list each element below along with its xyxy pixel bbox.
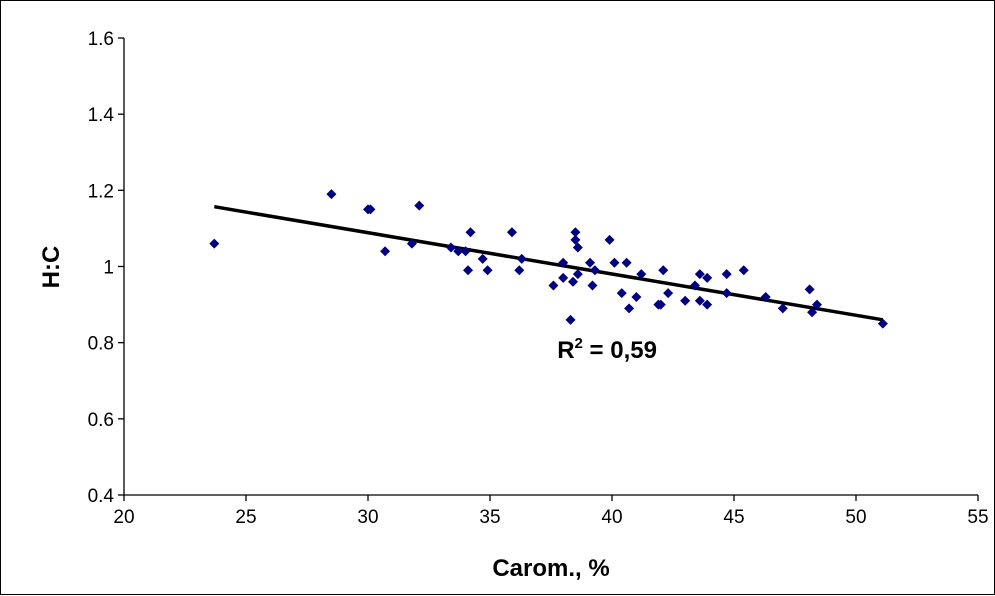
data-point (506, 227, 517, 238)
r-squared-exponent: 2 (575, 335, 583, 352)
y-tick-label: 1.2 (88, 181, 114, 202)
data-point (570, 227, 581, 238)
data-point (365, 204, 376, 215)
x-tick-label: 55 (967, 507, 988, 528)
data-point (558, 257, 569, 268)
data-point (477, 253, 488, 264)
y-tick-label: 0.4 (88, 486, 115, 507)
x-tick-label: 30 (357, 507, 378, 528)
data-point (587, 280, 598, 291)
x-tick-label: 40 (601, 507, 622, 528)
data-point (414, 200, 425, 211)
y-tick-label: 0.8 (88, 334, 114, 355)
trendline (213, 204, 884, 322)
data-point (558, 272, 569, 283)
data-point (548, 280, 559, 291)
data-point (604, 234, 615, 245)
data-point (804, 284, 815, 295)
data-point (572, 269, 583, 280)
data-point (877, 318, 888, 329)
data-point (658, 265, 669, 276)
data-point (689, 280, 700, 291)
data-point (760, 291, 771, 302)
data-point (482, 265, 493, 276)
r-squared-annotation: R2 = 0,59 (557, 335, 657, 364)
data-point (624, 303, 635, 314)
data-point (565, 314, 576, 325)
x-tick-label: 45 (723, 507, 744, 528)
x-tick-label: 25 (235, 507, 256, 528)
data-point (694, 295, 705, 306)
y-ticks: 0.4 0.6 0.8 1 1.2 1.4 1.6 (88, 29, 124, 507)
trendline-group (213, 204, 884, 322)
r-squared-letter: R (557, 337, 574, 364)
y-tick-label: 0.6 (88, 410, 114, 431)
y-tick-label: 1 (103, 258, 114, 279)
data-point (702, 299, 713, 310)
data-point (663, 288, 674, 299)
data-point (616, 288, 627, 299)
axes (123, 38, 978, 496)
x-tick-label: 20 (113, 507, 134, 528)
data-point (570, 234, 581, 245)
data-point (463, 265, 474, 276)
y-tick-label: 1.4 (88, 105, 115, 126)
data-point (460, 246, 471, 257)
data-point (589, 265, 600, 276)
data-point (516, 253, 527, 264)
data-point (567, 276, 578, 287)
data-point (694, 269, 705, 280)
data-point (738, 265, 749, 276)
data-point (609, 257, 620, 268)
data-point (631, 291, 642, 302)
data-point (380, 246, 391, 257)
data-point (777, 303, 788, 314)
data-point (721, 269, 732, 280)
data-point (702, 272, 713, 283)
data-points (209, 189, 888, 329)
data-point (465, 227, 476, 238)
data-point (572, 242, 583, 253)
data-point (445, 242, 456, 253)
x-axis-title: Carom., % (492, 555, 609, 582)
x-tick-label: 35 (479, 507, 500, 528)
data-point (636, 269, 647, 280)
data-point (326, 189, 337, 200)
data-point (453, 246, 464, 257)
data-point (721, 288, 732, 299)
data-point (514, 265, 525, 276)
data-point (655, 299, 666, 310)
data-point (807, 307, 818, 318)
data-point (811, 299, 822, 310)
x-tick-label: 50 (845, 507, 866, 528)
data-point (680, 295, 691, 306)
x-ticks: 20 25 30 35 40 45 50 55 (113, 495, 989, 528)
data-point (406, 238, 417, 249)
data-point (585, 257, 596, 268)
r-squared-value: = 0,59 (583, 337, 657, 364)
y-axis-title: H:C (38, 246, 65, 289)
data-point (209, 238, 220, 249)
data-point (621, 257, 632, 268)
y-tick-label: 1.6 (88, 29, 114, 50)
